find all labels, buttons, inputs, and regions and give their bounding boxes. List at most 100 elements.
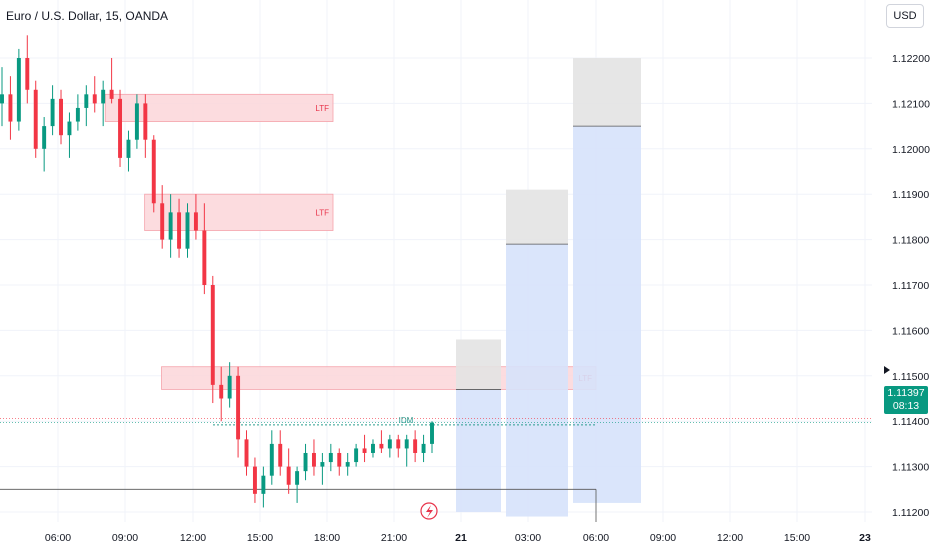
candle-body xyxy=(430,422,434,444)
position-boxes xyxy=(456,58,641,517)
candle-body xyxy=(244,439,249,467)
candle-body xyxy=(227,375,232,399)
stop-loss-box xyxy=(506,189,568,245)
time-tick-label: 23 xyxy=(859,532,871,544)
candle-body xyxy=(354,448,359,463)
candle-body xyxy=(219,384,224,399)
candle-body xyxy=(236,375,241,440)
candle-body xyxy=(185,212,190,249)
price-tick-label: 1.12200 xyxy=(892,53,930,65)
candle-body xyxy=(109,89,114,99)
candle-body xyxy=(92,94,97,104)
stop-loss-box xyxy=(573,58,641,127)
candle-body xyxy=(202,230,207,285)
candle-body xyxy=(143,103,148,140)
chart-title: Euro / U.S. Dollar, 15, OANDA xyxy=(6,9,169,23)
time-axis[interactable]: 06:00 09:00 12:00 15:00 18:00 21:00 21 03:00 06:… xyxy=(45,532,871,544)
candle-body xyxy=(134,103,139,140)
candle-body xyxy=(210,285,215,385)
candle-body xyxy=(337,452,342,467)
price-tick-label: 1.11300 xyxy=(892,462,929,474)
reference-lines: IDM xyxy=(0,416,872,522)
candle-body xyxy=(118,98,123,158)
price-scale-arrow xyxy=(884,366,890,374)
time-tick-label: 03:00 xyxy=(515,532,541,544)
candle-body xyxy=(362,448,367,453)
candle-body xyxy=(0,94,4,104)
current-price-value: 1.11397 xyxy=(887,387,925,399)
candle-body xyxy=(303,452,308,472)
candle-body xyxy=(311,452,316,467)
candle-body xyxy=(345,462,350,467)
time-tick-label: 15:00 xyxy=(784,532,810,544)
lightning-icon xyxy=(420,502,438,520)
candle-body xyxy=(320,462,325,467)
candle-body xyxy=(8,94,13,122)
idm-label: IDM xyxy=(399,416,414,425)
candle-body xyxy=(261,475,266,494)
time-tick-label: 06:00 xyxy=(583,532,609,544)
price-tick-label: 1.11800 xyxy=(892,235,929,247)
price-tick-label: 1.11700 xyxy=(892,280,929,292)
candle-body xyxy=(50,98,55,127)
candle-body xyxy=(168,212,173,240)
chart-grid xyxy=(0,0,872,522)
candle-body xyxy=(33,89,38,149)
chart-markers xyxy=(420,502,438,520)
time-tick-label: 18:00 xyxy=(314,532,340,544)
candle-body xyxy=(413,439,418,453)
supply-zone xyxy=(144,193,334,231)
price-tick-label: 1.11500 xyxy=(892,371,929,383)
take-profit-box xyxy=(456,389,501,512)
price-tick-label: 1.11200 xyxy=(892,507,929,519)
candle-body xyxy=(328,452,333,463)
candle-body xyxy=(177,212,182,249)
time-tick-label: 06:00 xyxy=(45,532,71,544)
current-price-tag: 1.11397 08:13 xyxy=(884,386,928,414)
time-tick-label: 21 xyxy=(455,532,467,544)
candlesticks xyxy=(0,35,434,508)
candle-body xyxy=(379,443,384,449)
time-tick-label: 12:00 xyxy=(717,532,743,544)
zone-label: LTF xyxy=(315,208,329,217)
price-tick-label: 1.11400 xyxy=(892,416,929,428)
candle-body xyxy=(371,443,375,453)
take-profit-box xyxy=(573,126,641,503)
candle-body xyxy=(16,58,21,122)
candle-body xyxy=(252,466,257,494)
candle-body xyxy=(42,126,47,149)
candle-body xyxy=(25,58,30,90)
candle-body xyxy=(126,139,131,158)
candle-body xyxy=(295,471,300,485)
lightning-icon-bolt xyxy=(426,505,433,518)
candle-body xyxy=(193,212,198,231)
candle-body xyxy=(421,443,426,453)
candle-body xyxy=(101,89,106,104)
bar-countdown: 08:13 xyxy=(892,400,920,412)
candle-body xyxy=(278,443,283,467)
time-tick-label: 09:00 xyxy=(650,532,676,544)
time-tick-label: 21:00 xyxy=(381,532,407,544)
candle-body xyxy=(59,98,63,136)
time-tick-label: 12:00 xyxy=(180,532,206,544)
price-tick-label: 1.12100 xyxy=(892,98,930,110)
price-axis[interactable]: 1.12200 1.12100 1.12000 1.11900 1.11800 1.117… xyxy=(884,53,930,550)
price-tick-label: 1.11900 xyxy=(892,189,929,201)
time-tick-label: 09:00 xyxy=(112,532,138,544)
price-tick-label: 1.11600 xyxy=(892,325,929,337)
candle-body xyxy=(269,443,274,476)
candle-body xyxy=(387,439,392,449)
price-tick-label: 1.12000 xyxy=(892,144,930,156)
zone-label: LTF xyxy=(315,104,329,113)
currency-button[interactable]: USD xyxy=(886,4,924,28)
candle-body xyxy=(67,121,72,136)
stop-loss-box xyxy=(456,339,501,390)
candle-body xyxy=(160,203,165,240)
candle-body xyxy=(84,94,89,108)
supply-zone xyxy=(104,93,334,122)
candle-body xyxy=(286,466,291,485)
candle-body xyxy=(75,107,80,122)
candle-body xyxy=(396,439,401,449)
time-tick-label: 15:00 xyxy=(247,532,273,544)
